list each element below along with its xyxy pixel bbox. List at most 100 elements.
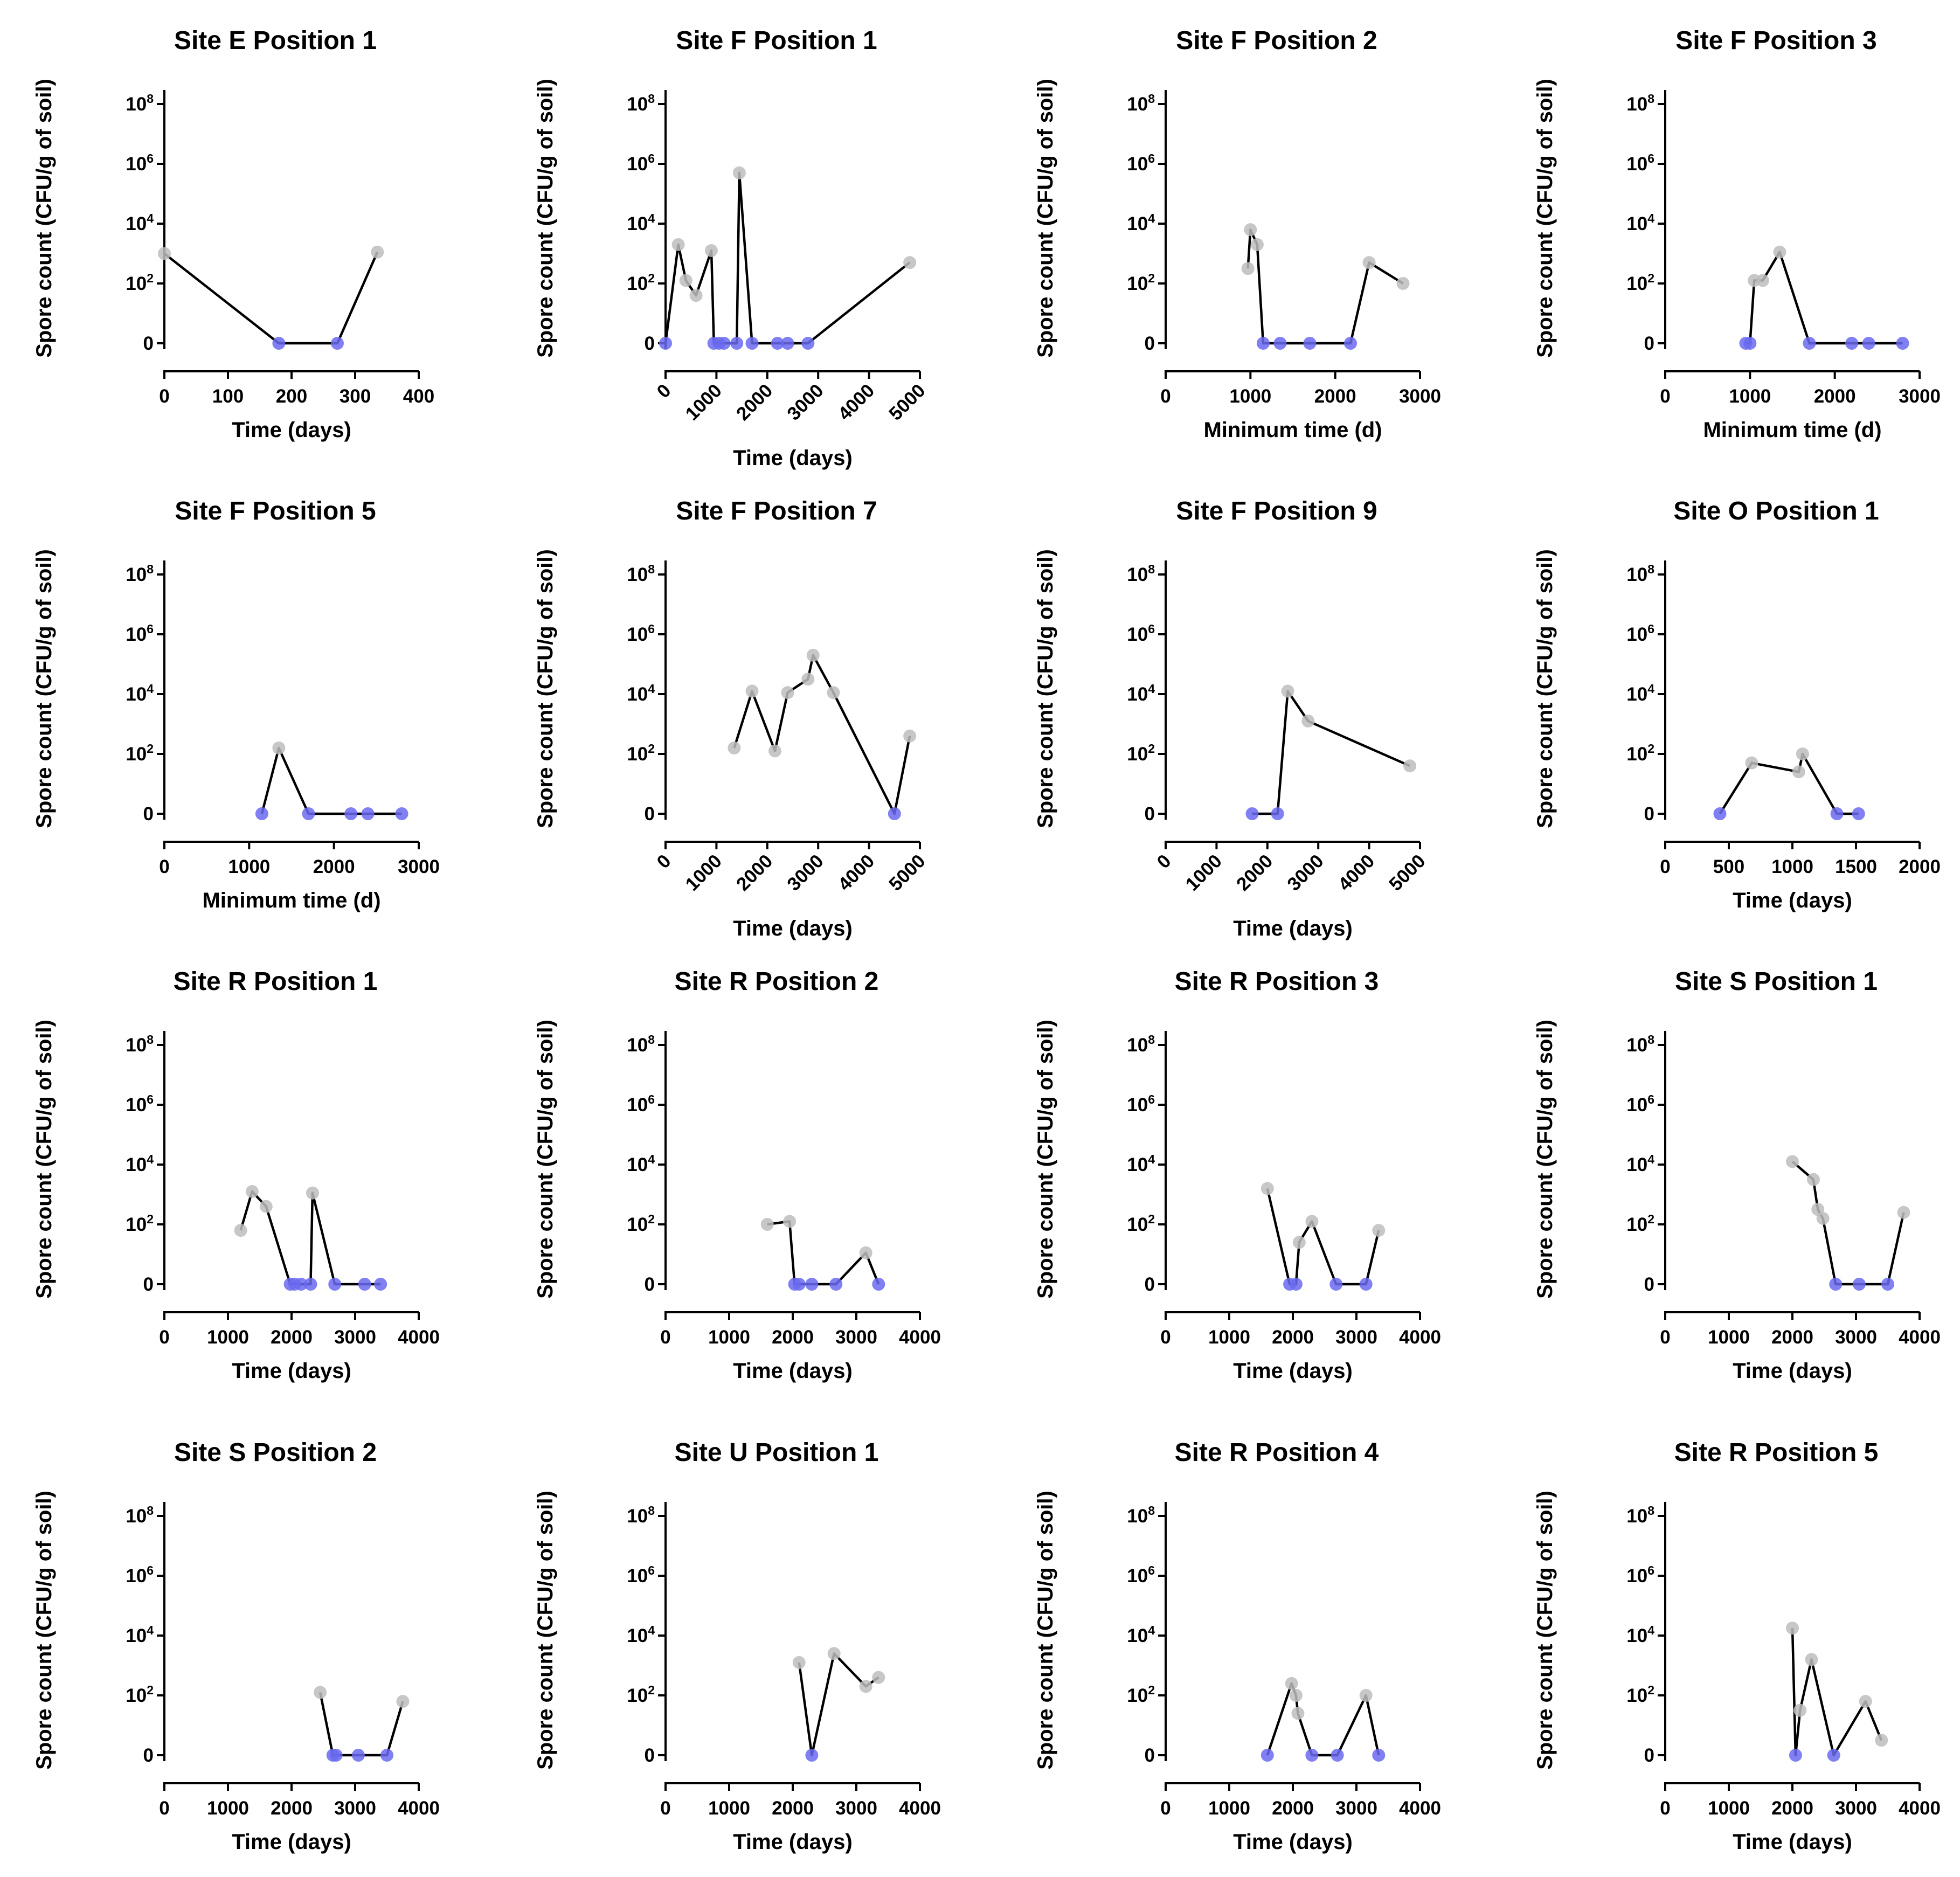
panel: Site F Position 5 0 102 104 106 108 0 1000 2000 3… [32, 497, 440, 912]
series-line [260, 746, 402, 815]
data-point [1245, 807, 1259, 820]
data-point [859, 1246, 872, 1259]
y-tick-label: 102 [627, 742, 655, 765]
x-tick-label: 2000 [1814, 386, 1856, 407]
data-point [783, 1215, 797, 1228]
x-tick-label: 1000 [1708, 1327, 1750, 1348]
x-tick-label: 1000 [1208, 1327, 1250, 1348]
x-tick-label: 0 [1660, 1798, 1670, 1819]
data-point [805, 1749, 819, 1762]
y-tick-label: 0 [1644, 333, 1654, 354]
data-point [374, 1278, 387, 1291]
data-point [1803, 337, 1816, 350]
data-point [1852, 807, 1865, 820]
data-point [1816, 1211, 1830, 1225]
data-point [1261, 1182, 1274, 1195]
x-tick-label: 0 [1160, 1327, 1171, 1348]
x-tick-label: 2000 [1232, 850, 1277, 895]
data-point [245, 1185, 259, 1198]
data-point [903, 256, 917, 269]
y-axis-label: Spore count (CFU/g of soil) [1034, 1491, 1057, 1770]
data-point [234, 1224, 247, 1237]
x-tick-label: 3000 [398, 856, 440, 877]
x-tick-label: 1000 [228, 856, 270, 877]
x-axis-label: Minimum time (d) [1203, 418, 1382, 442]
y-tick-label: 108 [627, 1504, 655, 1527]
y-tick-label: 102 [126, 1683, 154, 1706]
x-tick-label: 4000 [834, 380, 879, 425]
x-tick-label: 4000 [1399, 1798, 1441, 1819]
y-tick-label: 102 [126, 271, 154, 294]
data-point [1359, 1278, 1373, 1291]
data-point [272, 337, 286, 350]
x-tick-label: 1500 [1835, 856, 1877, 877]
data-point [358, 1278, 371, 1291]
x-axis-label: Time (days) [733, 1830, 853, 1854]
y-tick-label: 104 [1626, 211, 1654, 234]
data-point [1875, 1734, 1888, 1747]
chart-title: Site R Position 4 [1175, 1438, 1379, 1467]
data-point [1305, 1215, 1319, 1228]
data-point [1859, 1695, 1872, 1708]
chart-title: Site O Position 1 [1673, 497, 1879, 525]
x-tick-label: 0 [159, 1798, 169, 1819]
series-line [318, 1692, 404, 1757]
y-tick-label: 104 [627, 682, 655, 705]
y-axis-label: Spore count (CFU/g of soil) [32, 1020, 56, 1299]
series-line [798, 1652, 879, 1757]
data-point [328, 1278, 342, 1291]
x-tick-label: 1000 [708, 1798, 750, 1819]
y-tick-label: 102 [627, 1683, 655, 1706]
x-tick-label: 0 [660, 1798, 670, 1819]
x-tick-label: 2000 [271, 1327, 313, 1348]
x-tick-label: 2000 [1272, 1798, 1314, 1819]
chart-title: Site F Position 1 [676, 26, 877, 55]
x-tick-label: 3000 [1283, 850, 1328, 895]
data-point [659, 337, 672, 350]
data-point [1359, 1689, 1373, 1702]
y-tick-label: 104 [1626, 682, 1654, 705]
x-tick-label: 4000 [398, 1327, 440, 1348]
chart-title: Site S Position 1 [1675, 967, 1878, 996]
x-tick-label: 4000 [899, 1327, 941, 1348]
x-tick-label: 3000 [334, 1327, 376, 1348]
chart-title: Site U Position 1 [675, 1438, 879, 1467]
x-tick-label: 1000 [681, 850, 726, 895]
data-point [1793, 1703, 1807, 1717]
x-tick-label: 1000 [1208, 1798, 1250, 1819]
y-tick-label: 104 [126, 1623, 154, 1646]
data-point [294, 1278, 308, 1291]
y-tick-label: 106 [126, 1563, 154, 1587]
x-tick-label: 3000 [334, 1798, 376, 1819]
y-tick-label: 106 [126, 151, 154, 175]
data-point [1331, 1749, 1344, 1762]
data-point [344, 807, 358, 820]
data-point [351, 1749, 365, 1762]
data-point [1773, 245, 1786, 259]
x-tick-label: 0 [653, 380, 675, 402]
data-point [304, 1278, 317, 1291]
x-tick-label: 2000 [732, 380, 777, 425]
x-tick-label: 2000 [313, 856, 355, 877]
x-tick-label: 2000 [1771, 1327, 1813, 1348]
x-tick-label: 200 [276, 386, 307, 407]
data-point [371, 245, 384, 259]
x-tick-label: 3000 [783, 380, 828, 425]
data-point [717, 337, 731, 350]
data-point [805, 1278, 819, 1291]
series-line [163, 251, 379, 345]
data-point [1256, 337, 1270, 350]
y-tick-label: 108 [1626, 562, 1654, 585]
data-point [827, 1647, 841, 1660]
x-tick-label: 0 [159, 1327, 169, 1348]
data-point [1271, 807, 1284, 820]
x-tick-label: 2000 [1771, 1798, 1813, 1819]
y-axis-label: Spore count (CFU/g of soil) [534, 79, 557, 358]
data-point [1291, 1707, 1305, 1720]
y-tick-label: 104 [627, 1152, 655, 1175]
panel: Site F Position 7 0 102 104 106 108 0 1000 2000 3… [534, 497, 930, 940]
data-point [903, 729, 917, 743]
y-axis-label: Spore count (CFU/g of soil) [534, 1020, 557, 1299]
data-point [1806, 1173, 1820, 1186]
data-point [771, 337, 784, 350]
